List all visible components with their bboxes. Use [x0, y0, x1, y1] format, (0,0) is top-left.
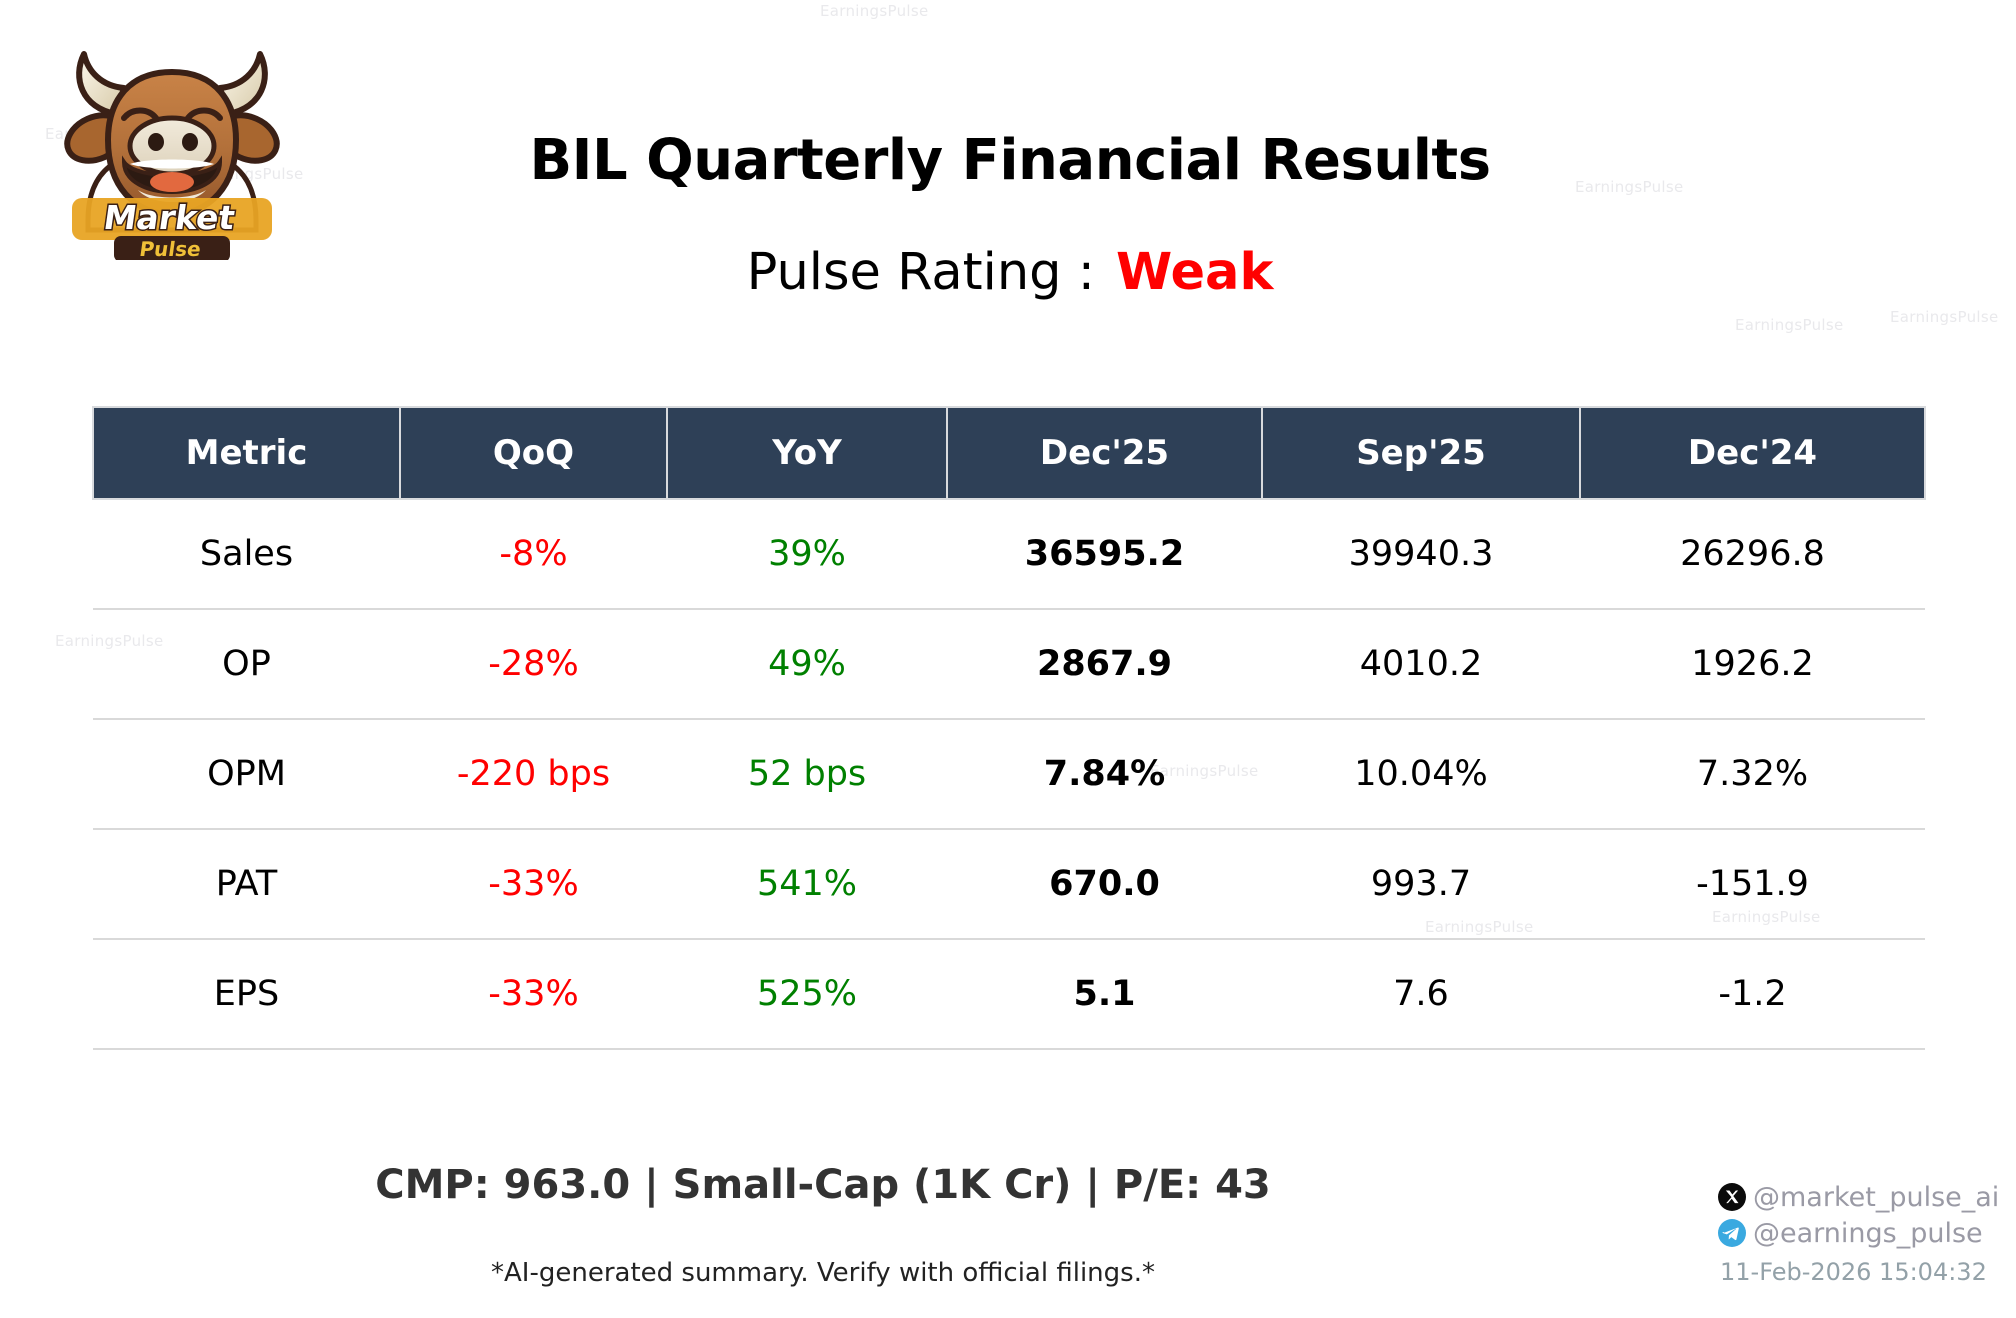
financial-results-table: Metric QoQ YoY Dec'25 Sep'25 Dec'24 Sale… [92, 406, 1926, 1050]
cell-yoy: 541% [667, 829, 947, 940]
cell-dec25: 5.1 [947, 939, 1262, 1050]
cell-dec25: 36595.2 [947, 499, 1262, 610]
cell-dec24: 26296.8 [1580, 499, 1925, 610]
cell-yoy: 52 bps [667, 719, 947, 830]
pulse-rating-value: Weak [1116, 243, 1274, 302]
table-row: OP -28% 49% 2867.9 4010.2 1926.2 [93, 609, 1925, 720]
cell-qoq: -33% [400, 939, 667, 1050]
cell-sep25: 993.7 [1262, 829, 1580, 940]
column-header-qoq: QoQ [400, 406, 668, 500]
social-row-telegram[interactable]: @earnings_pulse [1718, 1216, 1988, 1250]
table-row: EPS -33% 525% 5.1 7.6 -1.2 [93, 939, 1925, 1050]
bull-mascot-logo: Market Pulse [58, 30, 286, 260]
svg-text:Market: Market [101, 198, 237, 237]
x-handle-label: @market_pulse_ai [1753, 1181, 2000, 1213]
cell-dec24: -151.9 [1580, 829, 1925, 940]
table-header-row: Metric QoQ YoY Dec'25 Sep'25 Dec'24 [92, 406, 1926, 500]
cell-sep25: 4010.2 [1262, 609, 1580, 720]
column-header-dec24: Dec'24 [1580, 406, 1926, 500]
cell-dec25: 7.84% [947, 719, 1262, 830]
cell-dec24: 7.32% [1580, 719, 1925, 830]
column-header-metric: Metric [92, 406, 401, 500]
disclaimer-text: *AI-generated summary. Verify with offic… [491, 1258, 1155, 1288]
telegram-icon [1718, 1219, 1746, 1247]
cell-qoq: -33% [400, 829, 667, 940]
pulse-rating: Pulse Rating : Weak [300, 243, 1720, 302]
column-header-dec25: Dec'25 [947, 406, 1263, 500]
table-row: PAT -33% 541% 670.0 993.7 -151.9 [93, 829, 1925, 940]
cmp-summary-line: CMP: 963.0 | Small-Cap (1K Cr) | P/E: 43 [375, 1162, 1271, 1208]
cell-yoy: 39% [667, 499, 947, 610]
cell-metric: OP [93, 609, 400, 720]
telegram-handle-label: @earnings_pulse [1753, 1217, 1983, 1249]
cell-dec25: 2867.9 [947, 609, 1262, 720]
cell-sep25: 10.04% [1262, 719, 1580, 830]
watermark: EarningsPulse [1890, 308, 1999, 326]
page-title: BIL Quarterly Financial Results [529, 128, 1491, 193]
cell-qoq: -220 bps [400, 719, 667, 830]
cell-yoy: 525% [667, 939, 947, 1050]
cell-sep25: 39940.3 [1262, 499, 1580, 610]
watermark: EarningsPulse [820, 2, 929, 20]
cell-dec25: 670.0 [947, 829, 1262, 940]
table-row: Sales -8% 39% 36595.2 39940.3 26296.8 [93, 499, 1925, 610]
svg-text:Pulse: Pulse [138, 237, 203, 260]
column-header-yoy: YoY [667, 406, 948, 500]
cell-metric: EPS [93, 939, 400, 1050]
x-twitter-icon [1718, 1183, 1746, 1211]
column-header-sep25: Sep'25 [1262, 406, 1581, 500]
cell-metric: PAT [93, 829, 400, 940]
cell-dec24: 1926.2 [1580, 609, 1925, 720]
social-row-x[interactable]: @market_pulse_ai [1718, 1180, 1999, 1214]
cell-metric: OPM [93, 719, 400, 830]
pulse-rating-label: Pulse Rating : [746, 243, 1095, 302]
cell-yoy: 49% [667, 609, 947, 720]
cell-metric: Sales [93, 499, 400, 610]
generated-timestamp: 11-Feb-2026 15:04:32 [1720, 1258, 1987, 1286]
cell-sep25: 7.6 [1262, 939, 1580, 1050]
watermark: EarningsPulse [1735, 316, 1844, 334]
cell-qoq: -28% [400, 609, 667, 720]
table-row: OPM -220 bps 52 bps 7.84% 10.04% 7.32% [93, 719, 1925, 830]
cell-qoq: -8% [400, 499, 667, 610]
cell-dec24: -1.2 [1580, 939, 1925, 1050]
social-handles: @market_pulse_ai @earnings_pulse 11-Feb-… [1718, 1180, 1999, 1286]
